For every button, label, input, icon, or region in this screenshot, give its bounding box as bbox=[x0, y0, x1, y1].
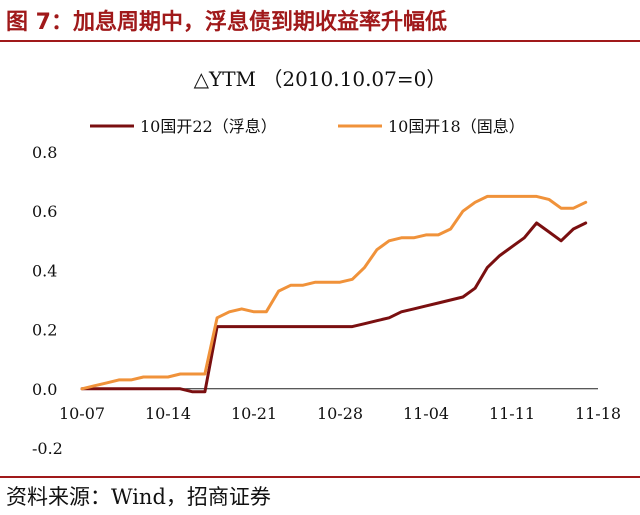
chart-legend: 10国开22（浮息） 10国开18（固息） bbox=[90, 117, 525, 136]
y-tick-label: 0.4 bbox=[32, 261, 57, 280]
chart-title: △YTM （2010.10.07=0） bbox=[194, 67, 447, 91]
x-tick-label: 10-14 bbox=[145, 404, 191, 423]
header-rule bbox=[0, 40, 640, 42]
y-tick-label: 0.0 bbox=[32, 380, 57, 399]
line-chart: △YTM （2010.10.07=0） 10国开22（浮息） 10国开18（固息）… bbox=[32, 67, 621, 458]
chart-axes: -0.2 0.0 0.2 0.4 0.6 0.8 10-07 10-14 10-21 10-28 1… bbox=[32, 143, 621, 458]
y-tick-label: 0.8 bbox=[32, 143, 57, 162]
figure-header: 图 7：加息周期中，浮息债到期收益率升幅低 bbox=[0, 0, 640, 42]
x-tick-label: 10-07 bbox=[59, 404, 105, 423]
footer-rule bbox=[0, 476, 640, 478]
x-tick-label: 10-21 bbox=[231, 404, 277, 423]
y-tick-label: 0.2 bbox=[32, 321, 57, 340]
legend-label: 10国开18（固息） bbox=[388, 117, 525, 136]
series-line-1 bbox=[80, 221, 588, 394]
x-tick-label: 11-11 bbox=[489, 404, 535, 423]
x-tick-label: 10-28 bbox=[317, 404, 363, 423]
x-tick-label: 11-18 bbox=[575, 404, 621, 423]
x-tick-label: 11-04 bbox=[403, 404, 449, 423]
source-note: 资料来源：Wind，招商证券 bbox=[6, 485, 271, 509]
y-tick-label: 0.6 bbox=[32, 202, 57, 221]
legend-label: 10国开22（浮息） bbox=[140, 117, 277, 136]
y-tick-label: -0.2 bbox=[32, 439, 63, 458]
figure-title: 图 7：加息周期中，浮息债到期收益率升幅低 bbox=[6, 10, 447, 35]
series-line-2 bbox=[80, 194, 588, 391]
chart-series bbox=[80, 194, 588, 394]
